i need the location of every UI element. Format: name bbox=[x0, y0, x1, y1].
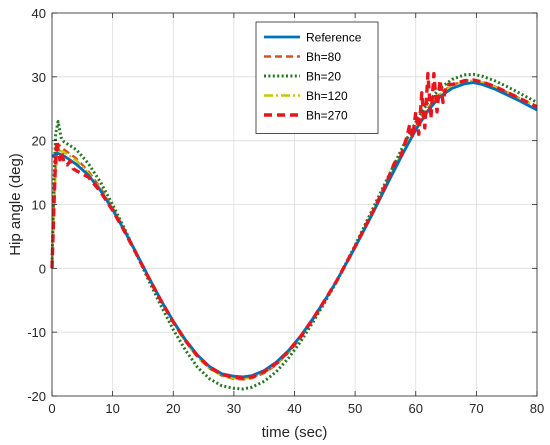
y-tick-label: -10 bbox=[27, 325, 46, 340]
x-tick-label: 50 bbox=[348, 401, 362, 416]
legend-label: Bh=80 bbox=[306, 50, 341, 64]
y-axis-title: Hip angle (deg) bbox=[7, 153, 24, 256]
axis-ticks: 0 10 20 30 40 50 60 70 80 -20 -10 0 10 20 30 40 bbox=[27, 6, 544, 416]
x-axis-title: time (sec) bbox=[262, 424, 328, 441]
series-layer bbox=[50, 71, 538, 391]
y-tick-label: -20 bbox=[27, 389, 46, 404]
y-tick-label: 0 bbox=[39, 261, 46, 276]
legend-label: Reference bbox=[306, 31, 362, 45]
legend-label: Bh=120 bbox=[306, 89, 348, 103]
x-tick-label: 60 bbox=[409, 401, 423, 416]
x-tick-label: 30 bbox=[227, 401, 241, 416]
x-tick-label: 0 bbox=[48, 401, 55, 416]
x-tick-label: 70 bbox=[469, 401, 483, 416]
y-tick-label: 30 bbox=[32, 70, 46, 85]
legend-box bbox=[255, 21, 379, 134]
series-line-bh-270 bbox=[50, 71, 538, 380]
y-tick-label: 40 bbox=[32, 6, 46, 21]
y-tick-label: 10 bbox=[32, 198, 46, 213]
x-tick-label: 40 bbox=[287, 401, 301, 416]
legend-label: Bh=270 bbox=[306, 109, 348, 123]
x-tick-label: 80 bbox=[530, 401, 544, 416]
x-tick-label: 20 bbox=[166, 401, 180, 416]
legend: Reference Bh=80 Bh=20 Bh=120 Bh=270 bbox=[255, 21, 379, 134]
x-tick-label: 10 bbox=[105, 401, 119, 416]
legend-label: Bh=20 bbox=[306, 70, 341, 84]
y-tick-label: 20 bbox=[32, 134, 46, 149]
